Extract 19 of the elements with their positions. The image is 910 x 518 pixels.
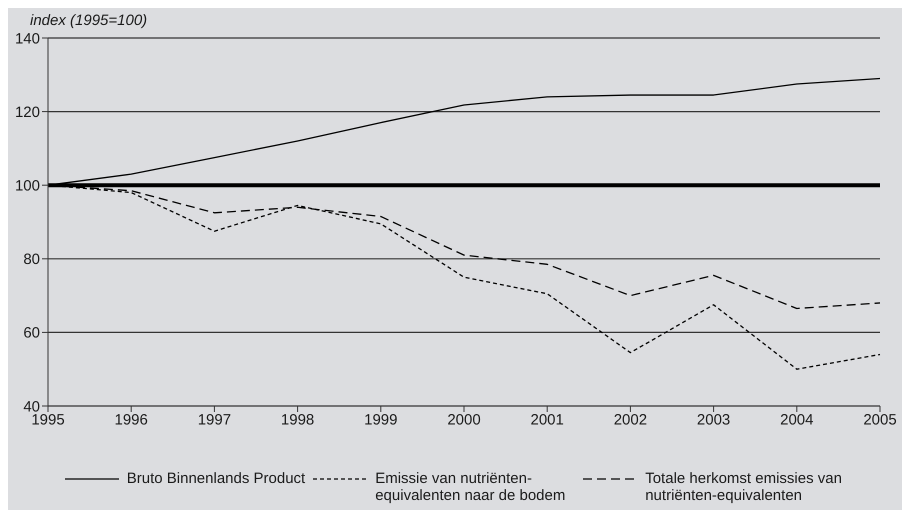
legend-label: Bruto Binnenlands Product — [126, 470, 306, 487]
x-tick-label: 1997 — [198, 412, 232, 429]
x-tick-label: 2002 — [614, 412, 648, 429]
y-axis-title: index (1995=100) — [30, 12, 148, 29]
x-tick-label: 2001 — [530, 412, 564, 429]
x-tick-label: 2005 — [863, 412, 897, 429]
x-tick-label: 2004 — [780, 412, 814, 429]
y-tick-label: 140 — [14, 30, 40, 48]
y-tick-label: 80 — [23, 251, 40, 268]
y-tick-label: 60 — [23, 324, 40, 342]
y-tick-label: 100 — [14, 178, 40, 195]
legend-label: Emissie van nutriënten-equivalenten naar de bodem — [375, 470, 566, 504]
x-tick-label: 2000 — [447, 412, 481, 429]
x-tick-label: 1998 — [280, 412, 314, 429]
y-tick-label: 120 — [14, 104, 40, 121]
x-tick-label: 1999 — [364, 412, 398, 429]
legend-label: Totale herkomst emissies van nutriënten-equivalenten — [645, 470, 843, 504]
x-tick-label: 2003 — [696, 412, 730, 429]
x-tick-label: 1996 — [114, 412, 148, 429]
